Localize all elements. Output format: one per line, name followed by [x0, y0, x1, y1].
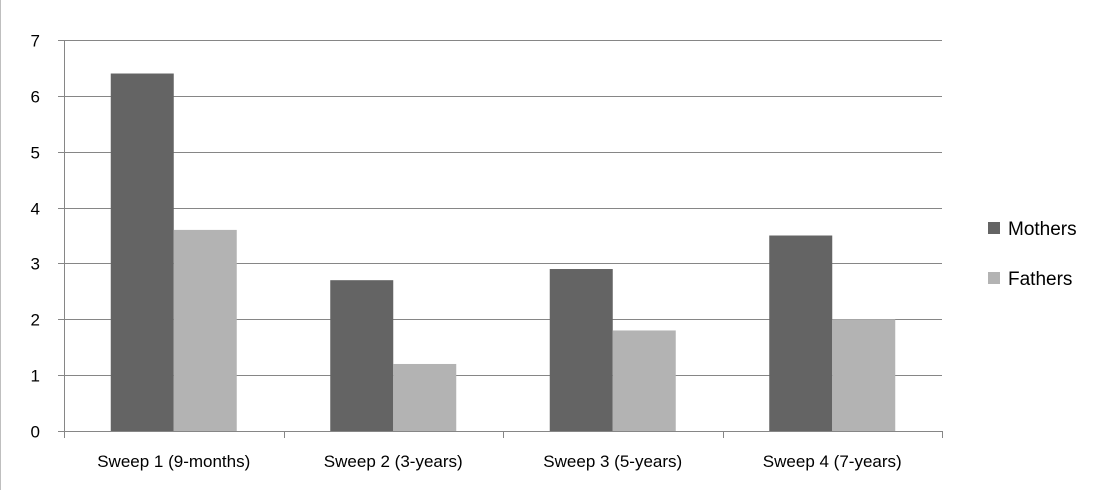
- legend-swatch-fathers: [988, 272, 1000, 284]
- legend-label-mothers: Mothers: [1008, 219, 1077, 240]
- x-tick-label: Sweep 3 (5-years): [543, 452, 682, 471]
- bar-fathers-4: [832, 319, 896, 431]
- bar-mothers-4: [769, 235, 833, 431]
- y-tick-label: 7: [31, 32, 40, 51]
- y-tick-label: 1: [31, 367, 40, 386]
- bar-mothers-3: [549, 269, 613, 431]
- bar-mothers-2: [330, 280, 394, 431]
- legend-swatch-mothers: [988, 222, 1000, 234]
- y-tick-label: 3: [31, 255, 40, 274]
- y-axis-ticks: 0 1 2 3 4 5 6 7: [31, 32, 64, 442]
- bar-fathers-3: [612, 330, 676, 431]
- x-tick-label: Sweep 4 (7-years): [763, 452, 902, 471]
- legend: Mothers Fathers: [988, 219, 1077, 290]
- bars: [110, 73, 896, 431]
- bar-mothers-1: [110, 73, 174, 431]
- y-tick-label: 4: [31, 200, 40, 219]
- y-tick-label: 0: [31, 423, 40, 442]
- y-tick-label: 5: [31, 144, 40, 163]
- bar-fathers-1: [173, 229, 237, 431]
- x-tick-label: Sweep 2 (3-years): [324, 452, 463, 471]
- bar-fathers-2: [393, 363, 457, 431]
- x-tick-label: Sweep 1 (9-months): [97, 452, 250, 471]
- y-tick-label: 6: [31, 88, 40, 107]
- legend-label-fathers: Fathers: [1008, 269, 1072, 290]
- x-axis-ticks: Sweep 1 (9-months) Sweep 2 (3-years) Sweep…: [64, 431, 943, 471]
- y-tick-label: 2: [31, 311, 40, 330]
